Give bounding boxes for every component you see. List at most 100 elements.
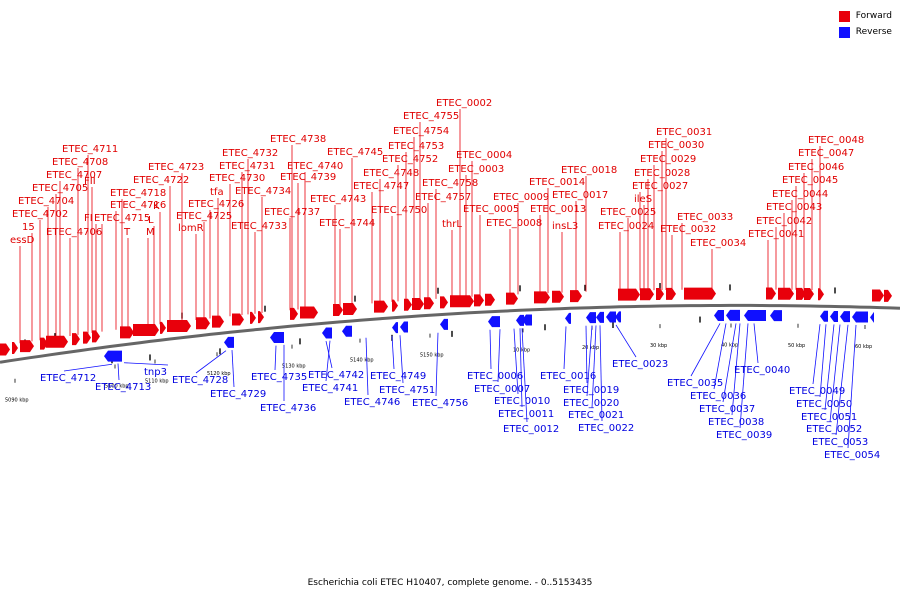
reverse-gene-label: ETEC_0012 <box>503 424 559 435</box>
forward-gene-label: ETEC_0046 <box>788 162 844 173</box>
reverse-gene-label: tnp3 <box>144 367 167 378</box>
forward-gene-arrow <box>290 307 298 320</box>
legend-label-forward: Forward <box>855 11 892 21</box>
reverse-gene-leader <box>497 329 501 383</box>
reverse-gene-label: ETEC_4736 <box>260 403 316 414</box>
forward-gene-arrow <box>450 295 474 308</box>
reverse-gene-arrow <box>400 321 408 333</box>
legend-item-forward: Forward <box>838 8 892 24</box>
forward-gene-arrow <box>534 291 550 304</box>
axis-tick-label: 5130 kbp <box>282 364 306 370</box>
forward-gene-label: ETEC_4740 <box>287 161 343 172</box>
reverse-gene-label: ETEC_4735 <box>251 372 307 383</box>
reverse-gene-leader <box>231 350 235 388</box>
forward-gene-label: ETEC_4753 <box>388 141 444 152</box>
reverse-gene-arrow <box>104 350 122 362</box>
forward-gene-arrow <box>392 299 398 312</box>
forward-gene-arrow <box>778 287 794 300</box>
reverse-gene-label: ETEC_4741 <box>302 383 358 394</box>
forward-gene-label: K <box>153 201 160 212</box>
forward-gene-label: ETEC_0025 <box>600 207 656 218</box>
forward-gene-arrow <box>343 303 357 316</box>
forward-gene-label: ETEC_4711 <box>62 144 118 155</box>
reverse-gene-arrow <box>726 309 740 321</box>
axis-tick-label: 60 kbp <box>855 344 872 350</box>
forward-gene-label: ETEC_4755 <box>403 111 459 122</box>
forward-gene-arrow <box>424 297 434 310</box>
reverse-gene-leader <box>599 325 603 422</box>
forward-gene-label: ETEC_4725 <box>176 211 232 222</box>
reverse-gene-leader <box>195 350 227 374</box>
forward-gene-label: ETEC_0009 <box>493 192 549 203</box>
forward-gene-arrow <box>884 289 892 302</box>
axis-tick-label: 5120 kbp <box>207 371 231 377</box>
forward-gene-label: ETEC_0032 <box>660 224 716 235</box>
reverse-gene-leader <box>519 328 523 408</box>
reverse-gene-leader <box>591 325 597 409</box>
reverse-gene-arrow <box>744 309 766 321</box>
reverse-gene-label: ETEC_0011 <box>498 409 554 420</box>
forward-gene-arrow <box>0 343 10 356</box>
reverse-gene-label: ETEC_4712 <box>40 373 96 384</box>
forward-gene-label: ETEC_4707 <box>46 170 102 181</box>
forward-gene-label: ETEC_4743 <box>310 194 366 205</box>
reverse-gene-arrow <box>516 314 524 326</box>
legend: Forward Reverse <box>838 8 892 40</box>
reverse-gene-leader <box>365 337 369 396</box>
forward-gene-label: ETEC_0048 <box>808 135 864 146</box>
forward-gene-arrow <box>872 289 884 302</box>
reverse-gene-label: ETEC_0037 <box>699 404 755 415</box>
reverse-gene-arrow <box>606 311 616 323</box>
reverse-gene-label: ETEC_4749 <box>370 371 426 382</box>
forward-gene-label: ETEC_0002 <box>436 98 492 109</box>
forward-gene-label: ETEC_4757 <box>415 192 471 203</box>
forward-gene-arrow <box>440 296 448 309</box>
reverse-gene-leader <box>63 363 113 372</box>
reverse-gene-arrow <box>224 336 234 348</box>
forward-gene-label: ETEC_0043 <box>766 202 822 213</box>
forward-gene-arrow <box>250 311 256 324</box>
forward-gene-label: FII <box>84 176 96 187</box>
forward-gene-label: ETEC_4723 <box>148 162 204 173</box>
reverse-gene-arrow <box>596 311 604 323</box>
forward-gene-arrow <box>485 293 495 306</box>
reverse-gene-label: ETEC_0052 <box>806 424 862 435</box>
forward-gene-label: ETEC_0030 <box>648 140 704 151</box>
reverse-gene-label: ETEC_0038 <box>708 417 764 428</box>
forward-gene-label: T <box>123 227 131 238</box>
forward-gene-label: ETEC_4716 <box>110 200 166 211</box>
forward-gene-label: tfa <box>210 187 224 198</box>
reverse-gene-arrow <box>440 318 448 330</box>
reverse-gene-leader <box>274 345 277 371</box>
reverse-gene-label: ETEC_4746 <box>344 397 400 408</box>
reverse-gene-arrow <box>342 325 352 337</box>
reverse-gene-leader <box>521 328 528 423</box>
reverse-gene-label: ETEC_0023 <box>612 359 668 370</box>
forward-gene-label: ETEC_0024 <box>598 221 654 232</box>
forward-gene-arrow <box>474 294 484 307</box>
forward-gene-label: ETEC_4738 <box>270 134 326 145</box>
forward-gene-label: ETEC_4726 <box>188 199 244 210</box>
reverse-gene-leader <box>117 363 120 381</box>
forward-gene-arrow <box>120 326 134 339</box>
reverse-gene-label: ETEC_4713 <box>95 382 151 393</box>
forward-gene-arrow <box>666 287 676 300</box>
reverse-gene-label: ETEC_4742 <box>308 370 364 381</box>
forward-gene-arrow <box>374 300 388 313</box>
forward-gene-arrow <box>83 331 91 344</box>
axis-tick-label: 5150 kbp <box>420 353 444 359</box>
forward-gene-arrow <box>552 290 564 303</box>
reverse-gene-arrow <box>840 311 850 323</box>
forward-gene-label: ETEC_0017 <box>552 190 608 201</box>
reverse-gene-label: ETEC_0036 <box>690 391 746 402</box>
reverse-gene-leader <box>835 324 849 436</box>
axis-tick-label: 50 kbp <box>788 343 805 349</box>
forward-gene-label: ETEC_4732 <box>222 148 278 159</box>
reverse-gene-leader <box>615 324 637 358</box>
forward-gene-label: ETEC_0045 <box>782 175 838 186</box>
forward-gene-label: ETEC_4731 <box>219 161 275 172</box>
reverse-gene-leader <box>399 335 404 384</box>
forward-gene-label: ETEC_0044 <box>772 189 828 200</box>
legend-label-reverse: Reverse <box>855 27 892 37</box>
